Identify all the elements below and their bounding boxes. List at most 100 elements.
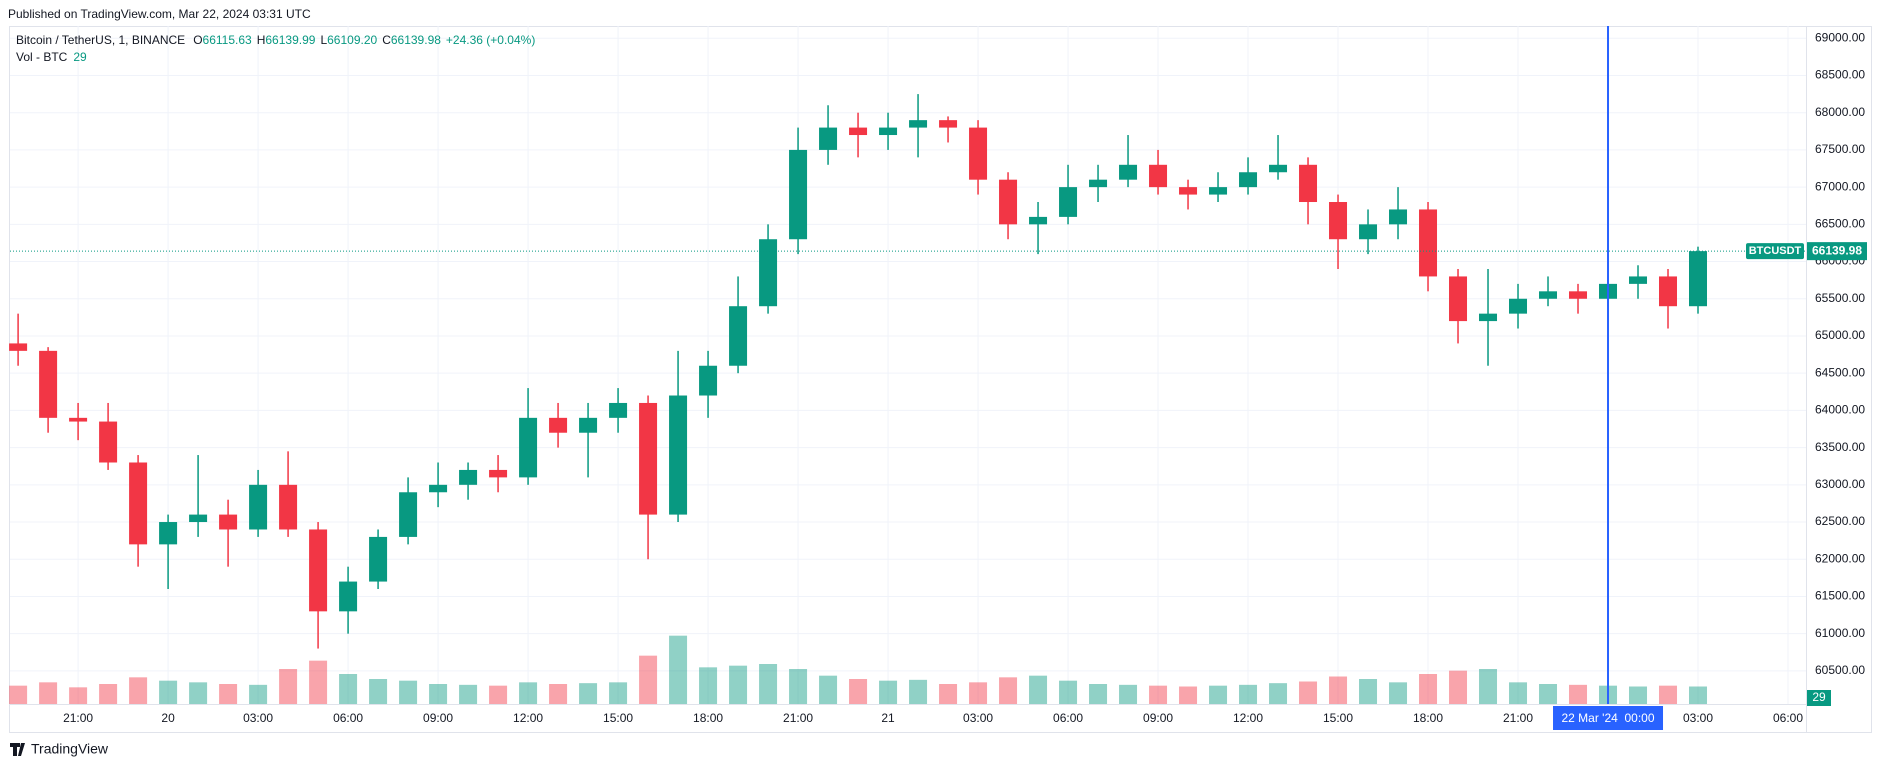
candle-body [69, 417, 88, 422]
candle-body [1569, 291, 1588, 299]
volume-bar [1029, 675, 1048, 704]
y-tick-label: 65000.00 [1815, 328, 1865, 342]
volume-bar [759, 664, 778, 704]
candle-body [369, 536, 388, 582]
ohlc-legend: Bitcoin / TetherUS, 1, BINANCE O66115.63 H… [16, 33, 535, 47]
legend-change: +24.36 (+0.04%) [446, 33, 535, 47]
volume-bar [699, 667, 718, 704]
overlay: 60500.00 61000.00 61500.00 62000.00 62500.00… [10, 26, 1867, 730]
volume-bar [9, 685, 28, 704]
y-tick-label: 67000.00 [1815, 179, 1865, 193]
volume-bar [429, 684, 448, 704]
candle-body [1059, 187, 1078, 217]
candle-body [189, 514, 208, 523]
candle-body [1449, 276, 1468, 322]
candle-body [99, 421, 118, 463]
volume-bar [549, 684, 568, 704]
volume-bar [399, 680, 418, 704]
y-tick-label: 62500.00 [1815, 514, 1865, 528]
candle-body [159, 522, 178, 545]
volume-bar [1239, 684, 1258, 704]
candle-body [9, 343, 28, 351]
candle-body [279, 484, 298, 530]
volume-bar [1659, 685, 1678, 704]
chart-frame [9, 26, 1872, 733]
volume-bar [279, 669, 298, 704]
x-tick-label: 09:00 [423, 711, 453, 725]
volume-bar [489, 685, 508, 704]
volume-bar [789, 669, 808, 704]
volume-bar [1329, 676, 1348, 704]
y-tick-label: 66500.00 [1815, 217, 1865, 231]
legend-value: 66139.99 [265, 33, 315, 47]
candle-body [699, 365, 718, 396]
volume-badge: 29 [1812, 690, 1826, 704]
candle-body [309, 529, 328, 612]
volume-bar [1299, 681, 1318, 704]
volume-bar [1269, 683, 1288, 704]
symbol-badge-bg [1746, 243, 1804, 260]
volume-bar [1449, 670, 1468, 704]
volume-bar [339, 674, 358, 704]
candle-body [1539, 291, 1558, 299]
crosshair-label-bg [1553, 706, 1664, 730]
legend-key: H [257, 33, 266, 47]
x-tick-label: 18:00 [1413, 711, 1443, 725]
volume-bar [849, 679, 868, 704]
x-tick-label: 06:00 [1053, 711, 1083, 725]
volume-bar [639, 655, 658, 704]
volume-bar [1179, 686, 1198, 704]
candle-body [549, 417, 568, 433]
legend-key: C [382, 33, 391, 47]
x-tick-label: 03:00 [963, 711, 993, 725]
legend-value: 66115.63 [203, 33, 252, 47]
candle-body [1269, 164, 1288, 173]
x-tick-label: 18:00 [693, 711, 723, 725]
volume-bar [609, 682, 628, 704]
candle-body [1479, 313, 1498, 322]
volume-bar [369, 679, 388, 704]
volume-bar [1419, 674, 1438, 704]
y-tick-label: 64000.00 [1815, 403, 1865, 417]
volume-bar [249, 684, 268, 704]
y-tick-label: 63500.00 [1815, 440, 1865, 454]
volume-legend-label: Vol - BTC [16, 50, 68, 64]
legend-key: O [193, 33, 202, 47]
candle-body [1179, 187, 1198, 195]
candle-body [1629, 276, 1648, 284]
candle-body [1689, 251, 1708, 307]
candle-body [129, 462, 148, 545]
candle-body [1389, 209, 1408, 225]
volume-bar [519, 682, 538, 704]
x-tick-label: 12:00 [1233, 711, 1263, 725]
y-tick-label: 62000.00 [1815, 551, 1865, 565]
volume-bar [39, 682, 58, 704]
volume-bar [669, 635, 688, 704]
candle-body [1149, 164, 1168, 188]
volume-bar [309, 660, 328, 704]
volume-bar [1539, 684, 1558, 704]
x-tick-label: 12:00 [513, 711, 543, 725]
volume-bar [1089, 684, 1108, 704]
candle-body [819, 127, 838, 150]
y-tick-label: 69000.00 [1815, 30, 1865, 44]
candle-body [729, 306, 748, 366]
candle-body [399, 492, 418, 537]
candle-body [939, 120, 958, 128]
x-tick-label: 06:00 [333, 711, 363, 725]
volume-bar [219, 684, 238, 704]
volume-bar [579, 683, 598, 704]
candle-body [339, 581, 358, 612]
y-tick-label: 61000.00 [1815, 626, 1865, 640]
candle-body [39, 350, 58, 418]
candle-body [1089, 179, 1108, 188]
volume-bar [1209, 685, 1228, 704]
x-tick-label: 20 [161, 711, 175, 725]
candle-body [249, 484, 268, 530]
volume-bar [1629, 686, 1648, 704]
volume-bar [1689, 686, 1708, 704]
candle-body [1209, 187, 1228, 195]
grid [10, 26, 1806, 704]
candle-body [639, 402, 658, 515]
footer-text: TradingView [31, 741, 109, 757]
